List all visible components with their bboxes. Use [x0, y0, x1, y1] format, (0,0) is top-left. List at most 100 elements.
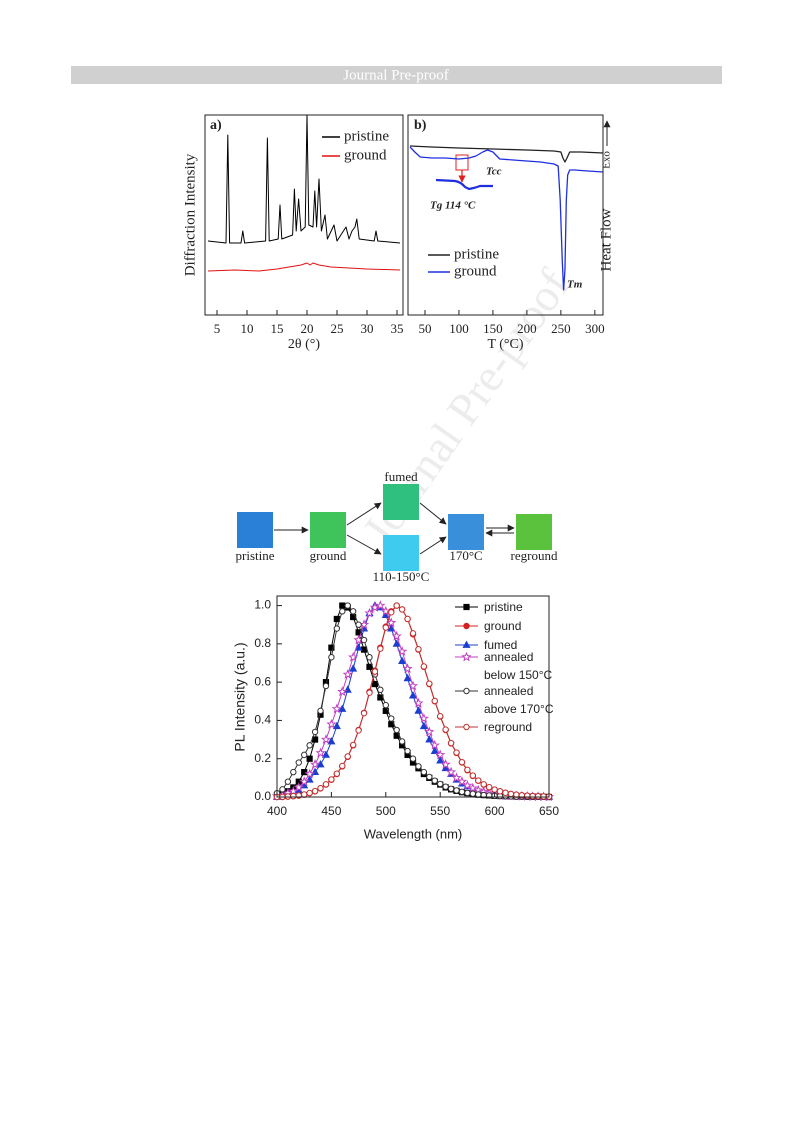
marker	[485, 784, 493, 791]
marker	[366, 689, 373, 696]
series-line	[410, 145, 604, 163]
marker	[306, 742, 313, 749]
marker	[445, 766, 457, 777]
scheme-arrow	[346, 534, 382, 555]
marker	[322, 781, 330, 788]
marker	[437, 713, 444, 720]
header-title: Journal Pre-proof	[343, 67, 448, 83]
marker	[442, 783, 449, 790]
marker	[279, 786, 286, 793]
marker	[463, 603, 470, 611]
marker	[402, 663, 413, 674]
marker	[431, 697, 438, 705]
marker	[301, 751, 308, 759]
sample-image	[383, 484, 419, 520]
marker	[502, 789, 509, 796]
marker	[321, 750, 331, 758]
marker	[398, 606, 406, 613]
marker	[382, 624, 389, 631]
marker	[388, 715, 395, 722]
marker	[348, 651, 359, 662]
marker	[415, 763, 422, 770]
marker	[349, 608, 357, 615]
x-tick-label: 400	[267, 804, 287, 818]
inset-curve	[435, 178, 493, 191]
sample-image	[310, 512, 346, 548]
x-tick-label: 450	[321, 804, 341, 818]
marker	[469, 790, 477, 797]
legend-label: pristine	[344, 128, 389, 144]
marker	[344, 602, 351, 609]
marker	[301, 791, 308, 798]
marker	[398, 656, 407, 664]
marker	[344, 753, 351, 760]
marker	[442, 726, 449, 733]
marker	[507, 790, 515, 798]
marker	[332, 721, 341, 730]
panel-label: b)	[414, 118, 427, 133]
marker	[333, 615, 340, 623]
marker	[369, 602, 381, 612]
x-tick-label: 300	[585, 321, 605, 336]
marker	[360, 709, 368, 717]
marker	[440, 759, 451, 769]
marker	[475, 777, 482, 784]
x-tick-label: 100	[449, 321, 469, 336]
marker	[304, 768, 315, 779]
marker	[354, 643, 363, 651]
marker	[409, 755, 417, 762]
y-tick-label: 0.8	[254, 636, 271, 650]
marker	[339, 762, 346, 770]
marker	[333, 625, 341, 632]
marker	[414, 706, 423, 714]
marker	[415, 646, 422, 653]
marker	[339, 602, 346, 609]
marker	[284, 793, 292, 800]
x-axis-label: T (°C)	[487, 337, 523, 352]
marker	[331, 703, 342, 714]
marker	[382, 701, 389, 709]
marker	[377, 645, 384, 652]
scheme-label: pristine	[236, 548, 275, 563]
zoom-box	[455, 154, 469, 171]
marker	[306, 755, 313, 762]
plot-frame	[204, 114, 404, 316]
header-bar	[71, 66, 722, 84]
scheme	[237, 484, 552, 571]
sample-image	[237, 512, 273, 548]
y-tick-label: 0.6	[254, 674, 271, 688]
marker	[491, 786, 498, 793]
marker	[426, 680, 433, 687]
legend-label: pristine	[484, 600, 523, 614]
legend-label: ground	[454, 263, 497, 279]
marker	[366, 654, 373, 661]
marker	[404, 747, 411, 755]
legend-label: annealed below 150°C	[484, 650, 553, 682]
marker	[393, 602, 400, 609]
marker	[463, 723, 470, 731]
marker	[360, 636, 368, 644]
marker	[464, 766, 471, 774]
marker	[338, 704, 347, 712]
y-axis-label: Diffraction Intensity	[182, 153, 198, 276]
x-axis-label: 2θ (°)	[288, 337, 320, 352]
y-tick-label: 0.0	[254, 789, 271, 803]
annotation: Tm	[567, 279, 583, 291]
marker	[425, 735, 434, 743]
marker	[467, 782, 478, 793]
marker	[435, 749, 446, 760]
x-tick-label: 550	[430, 804, 450, 818]
marker	[447, 785, 455, 792]
marker	[295, 759, 302, 766]
scheme-arrow	[419, 502, 447, 525]
marker	[311, 728, 319, 736]
sample-image	[516, 514, 552, 550]
marker	[328, 654, 335, 661]
marker	[388, 609, 395, 616]
marker	[366, 663, 373, 670]
x-tick-label: 150	[483, 321, 503, 336]
marker	[320, 734, 332, 744]
marker	[315, 747, 326, 758]
